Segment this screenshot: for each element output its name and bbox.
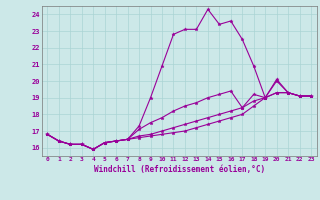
X-axis label: Windchill (Refroidissement éolien,°C): Windchill (Refroidissement éolien,°C) bbox=[94, 165, 265, 174]
